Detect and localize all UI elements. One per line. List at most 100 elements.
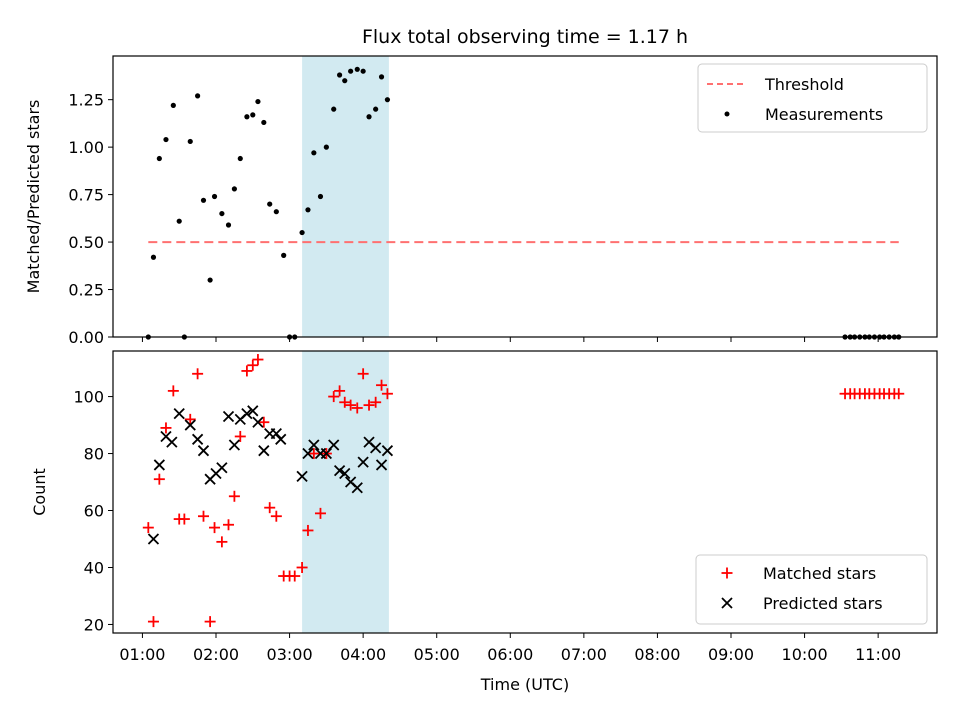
- legend-matched-label: Matched stars: [763, 564, 876, 583]
- measurement-point: [207, 277, 213, 283]
- matched-star-point: [328, 391, 340, 403]
- top-legend: Threshold Measurements: [697, 63, 928, 133]
- measurement-point: [156, 155, 162, 162]
- measurement-point: [360, 68, 366, 74]
- measurement-point: [250, 112, 256, 118]
- predicted-star-point: [351, 482, 363, 494]
- matched-star-point: [247, 359, 259, 371]
- matched-star-point: [264, 502, 276, 514]
- matched-star-point: [223, 519, 235, 531]
- measurement-point: [267, 201, 273, 207]
- x-tick-label: 03:00: [267, 645, 313, 664]
- matched-star-point: [314, 507, 326, 519]
- measurement-point: [219, 210, 225, 217]
- predicted-star-point: [216, 462, 228, 474]
- measurement-point: [323, 144, 329, 150]
- measurement-point: [373, 106, 379, 112]
- predicted-star-point: [381, 445, 394, 457]
- measurement-point: [337, 72, 343, 78]
- legend-predicted-label: Predicted stars: [763, 594, 883, 613]
- y-tick-label: 1.00: [68, 138, 104, 157]
- bottom-legend: Matched stars Predicted stars: [695, 554, 928, 625]
- predicted-star-point: [275, 433, 287, 445]
- matched-star-point: [270, 510, 282, 522]
- measurement-point: [231, 186, 237, 192]
- predicted-star-point: [173, 408, 185, 420]
- x-tick-label: 02:00: [193, 645, 239, 664]
- legend-measurements-swatch: [724, 111, 730, 117]
- measurement-point: [366, 114, 372, 120]
- matched-star-point: [258, 416, 270, 428]
- legend-predicted-swatch: [721, 597, 733, 609]
- y-tick-label: 0.75: [68, 186, 104, 205]
- bottom-panel: 20 40 60 80 100 01:00 02:00 03:00 04:00 05:00 06:…: [30, 350, 938, 694]
- x-tick-label: 07:00: [561, 645, 607, 664]
- observing-window-shade: [302, 56, 389, 337]
- predicted-star-point: [270, 427, 282, 440]
- predicted-star-point: [328, 439, 340, 451]
- matched-star-point: [376, 379, 388, 391]
- predicted-star-point: [333, 464, 346, 477]
- matched-star-point: [345, 399, 357, 411]
- predicted-star-point: [166, 436, 178, 448]
- y-tick-label: 40: [84, 558, 104, 577]
- matched-star-point: [197, 510, 209, 522]
- measurement-point: [348, 68, 354, 74]
- predicted-star-point: [375, 459, 388, 471]
- x-tick-label: 10:00: [782, 645, 828, 664]
- y-tick-label: 0.25: [68, 281, 104, 300]
- top-x-ticks: [141, 337, 879, 342]
- measurement-point: [176, 218, 182, 224]
- top-legend-box: [697, 63, 928, 133]
- measurement-point: [378, 74, 385, 80]
- matched-star-point: [357, 368, 369, 380]
- y-tick-label: 100: [73, 388, 104, 407]
- x-tick-label: 11:00: [855, 645, 901, 664]
- bottom-y-axis-label: Count: [30, 468, 49, 516]
- legend-matched-marker: [721, 567, 733, 579]
- y-tick-label: 80: [84, 445, 104, 464]
- measurement-point: [305, 207, 311, 213]
- matched-star-point: [228, 490, 240, 502]
- measurement-point: [311, 150, 317, 156]
- x-tick-label: 04:00: [340, 645, 386, 664]
- predicted-star-point: [308, 439, 320, 451]
- legend-threshold-label: Threshold: [764, 75, 844, 94]
- x-tick-label: 06:00: [487, 645, 533, 664]
- measurement-point: [317, 193, 324, 200]
- matched-star-point: [334, 385, 346, 397]
- matched-star-point: [216, 536, 228, 548]
- matched-star-point: [363, 399, 375, 411]
- measurement-point: [225, 222, 232, 228]
- predicted-star-point: [296, 470, 308, 482]
- bottom-legend-box: [695, 554, 928, 625]
- legend-predicted-marker: [721, 597, 733, 609]
- measurement-point: [299, 229, 305, 236]
- predicted-star-point: [357, 456, 369, 468]
- x-tick-label: 01:00: [119, 645, 165, 664]
- measurement-point: [163, 136, 169, 143]
- measurement-point: [211, 193, 218, 200]
- measurement-point: [195, 93, 201, 99]
- measurement-point: [244, 114, 250, 120]
- matched-star-point: [289, 570, 301, 582]
- predicted-star-point: [222, 410, 235, 423]
- matched-star-point: [160, 422, 172, 434]
- y-tick-label: 1.25: [68, 91, 104, 110]
- measurement-point: [255, 98, 261, 105]
- measurement-point: [281, 252, 287, 258]
- x-tick-label: 09:00: [708, 645, 754, 664]
- top-y-ticks: 0.00 0.25 0.50 0.75 1.00 1.25: [68, 91, 113, 347]
- measurement-point: [331, 106, 337, 112]
- measurement-point: [170, 102, 176, 108]
- measurement-point: [261, 119, 267, 126]
- top-y-axis-label: Matched/Predicted stars: [24, 100, 43, 294]
- matched-star-point: [252, 354, 264, 366]
- x-tick-label: 05:00: [414, 645, 460, 664]
- legend-measurements-label: Measurements: [765, 105, 883, 124]
- matched-star-point: [178, 513, 190, 525]
- y-tick-label: 0.00: [68, 328, 104, 347]
- measurement-point: [354, 66, 360, 72]
- bottom-axes-frame: [112, 350, 938, 634]
